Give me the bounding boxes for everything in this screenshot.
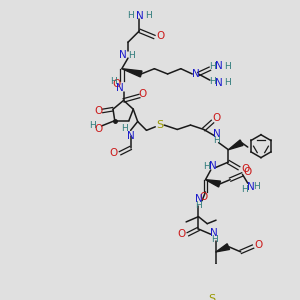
- Text: N: N: [213, 129, 221, 139]
- Text: O: O: [112, 79, 121, 89]
- Text: N: N: [192, 69, 200, 79]
- Text: H: H: [203, 162, 210, 171]
- Text: H: H: [195, 201, 202, 210]
- Polygon shape: [206, 180, 220, 187]
- Text: H: H: [253, 182, 260, 191]
- Text: H: H: [241, 185, 247, 194]
- Text: H: H: [224, 78, 231, 87]
- Text: N: N: [210, 228, 218, 239]
- Text: H: H: [145, 11, 152, 20]
- Text: H: H: [211, 235, 218, 244]
- Text: N: N: [127, 130, 134, 141]
- Text: N: N: [116, 83, 124, 93]
- Text: H: H: [224, 61, 231, 70]
- Text: H: H: [214, 136, 220, 146]
- Text: O: O: [94, 124, 102, 134]
- Text: H: H: [89, 122, 96, 130]
- Text: H: H: [209, 77, 216, 86]
- Text: N: N: [215, 61, 223, 71]
- Text: H: H: [127, 11, 134, 20]
- Text: O: O: [178, 229, 186, 239]
- Text: O: O: [241, 164, 249, 174]
- Text: N: N: [215, 78, 223, 88]
- Text: O: O: [110, 148, 118, 158]
- Polygon shape: [228, 140, 243, 150]
- Text: N: N: [119, 50, 127, 61]
- Text: N: N: [195, 194, 202, 204]
- Text: S: S: [208, 294, 215, 300]
- Text: O: O: [138, 89, 146, 99]
- Text: N: N: [248, 182, 255, 192]
- Text: O: O: [244, 167, 252, 177]
- Text: O: O: [156, 31, 165, 41]
- Text: H: H: [209, 61, 216, 70]
- Text: H: H: [128, 51, 135, 60]
- Polygon shape: [122, 69, 142, 77]
- Text: O: O: [254, 240, 262, 250]
- Text: O: O: [200, 192, 208, 202]
- Text: H: H: [121, 124, 128, 133]
- Polygon shape: [216, 244, 230, 252]
- Text: O: O: [213, 113, 221, 123]
- Text: N: N: [136, 11, 143, 21]
- Text: S: S: [156, 120, 163, 130]
- Text: O: O: [94, 106, 102, 116]
- Text: H: H: [110, 77, 116, 86]
- Text: N: N: [209, 161, 216, 171]
